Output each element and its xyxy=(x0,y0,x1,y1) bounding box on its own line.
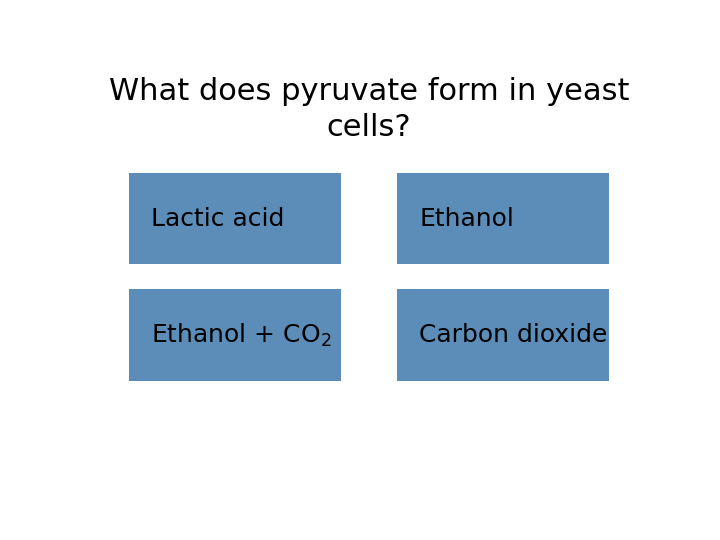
FancyBboxPatch shape xyxy=(397,173,609,265)
Text: Carbon dioxide: Carbon dioxide xyxy=(419,323,608,347)
Text: What does pyruvate form in yeast
cells?: What does pyruvate form in yeast cells? xyxy=(109,77,629,142)
FancyBboxPatch shape xyxy=(129,173,341,265)
Text: Lactic acid: Lactic acid xyxy=(151,207,284,231)
FancyBboxPatch shape xyxy=(397,289,609,381)
FancyBboxPatch shape xyxy=(129,289,341,381)
Text: Ethanol + CO$_2$: Ethanol + CO$_2$ xyxy=(151,321,332,349)
Text: Ethanol: Ethanol xyxy=(419,207,514,231)
